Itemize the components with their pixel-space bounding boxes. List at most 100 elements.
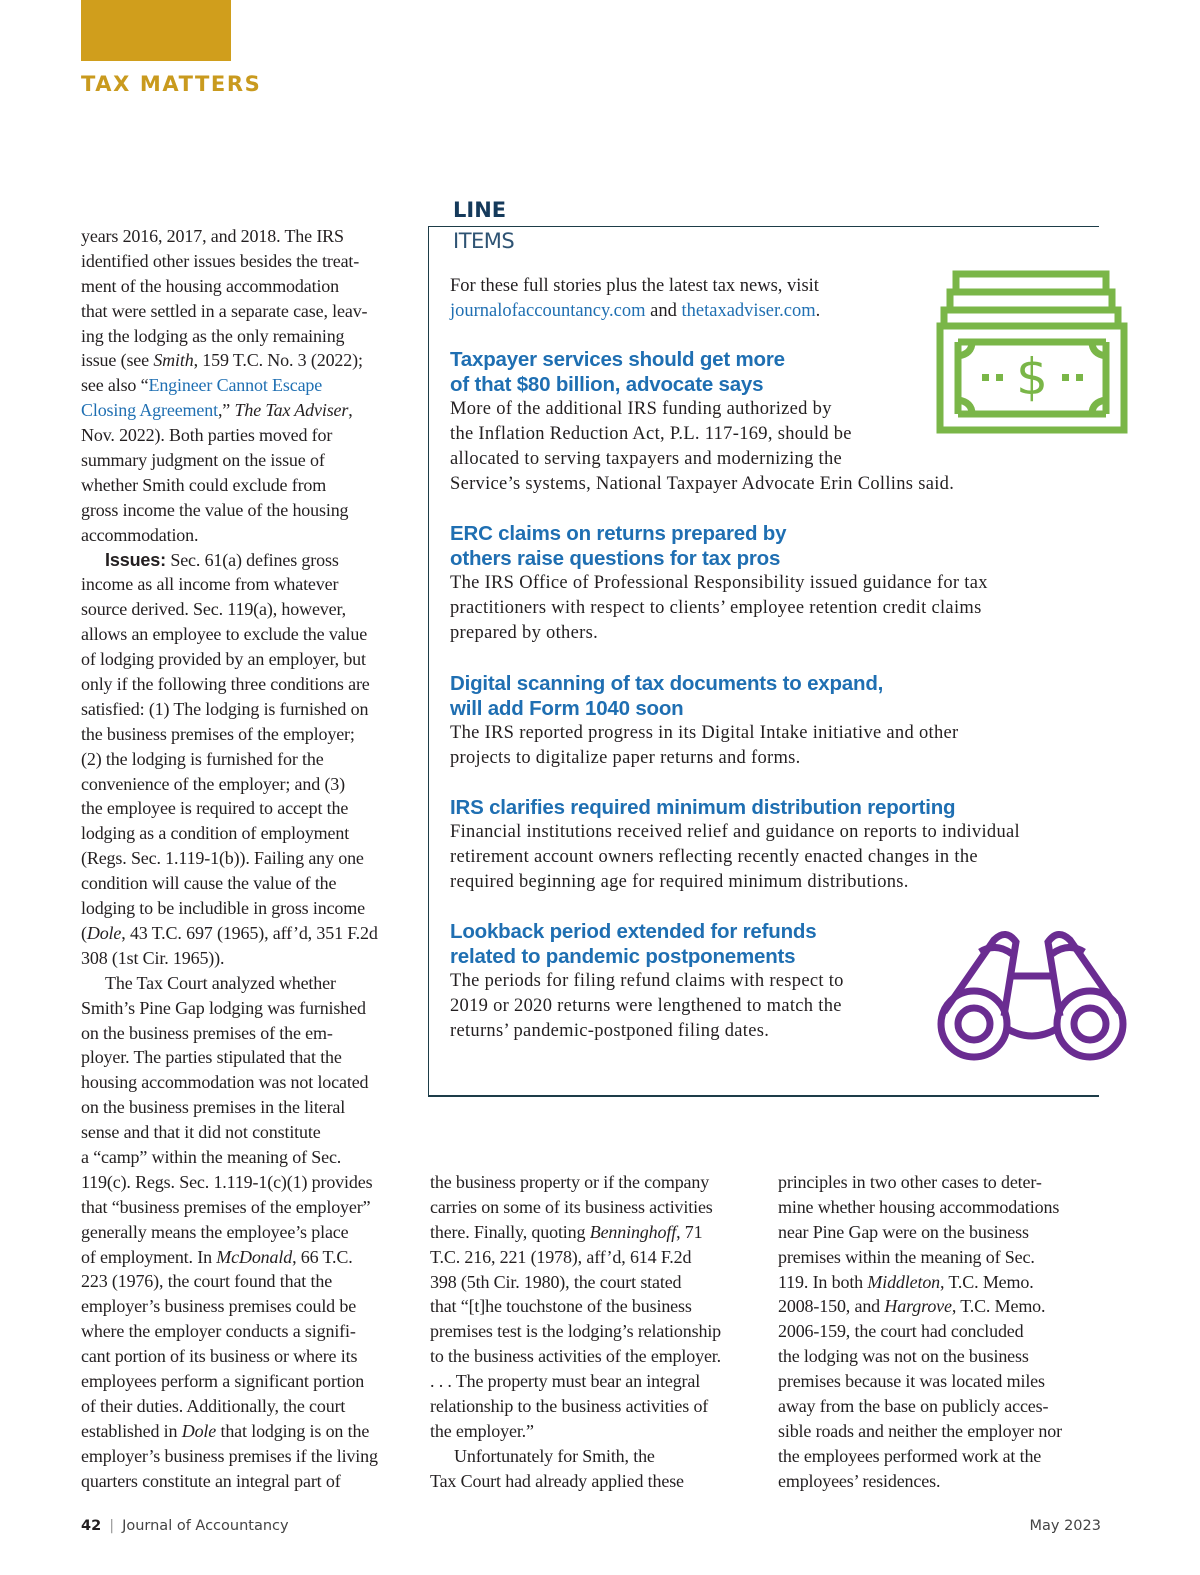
- text-line: Issues: Sec. 61(a) defines gross: [81, 548, 378, 573]
- text-line: ing the lodging as the only remaining: [81, 325, 345, 346]
- period: .: [815, 301, 821, 321]
- text-line: Closing Agreement,” The Tax Adviser,: [81, 398, 378, 423]
- publication-name: Journal of Accountancy: [122, 1518, 289, 1534]
- text-segment: , 66 T.C.: [292, 1246, 353, 1267]
- line-item-summary: the Inflation Reduction Act, P.L. 117-16…: [450, 424, 852, 444]
- line-item: Digital scanning of tax documents to exp…: [450, 671, 958, 771]
- article-link[interactable]: Closing Agreement: [81, 400, 218, 421]
- text-line: summary judgment on the issue of: [81, 450, 325, 471]
- text-line: cant portion of its business or where it…: [81, 1346, 358, 1367]
- text-segment: Sec. 61(a) defines gross: [165, 549, 339, 570]
- line-item-headline[interactable]: related to pandemic postponements: [450, 945, 796, 968]
- line-item-headline[interactable]: ERC claims on returns prepared by: [450, 522, 787, 545]
- text-line: a “camp” within the meaning of Sec.: [81, 1146, 342, 1167]
- text-segment: 119. In both: [778, 1271, 868, 1292]
- text-segment: (: [81, 922, 87, 943]
- text-line: lodging to be includible in gross income: [81, 898, 365, 919]
- text-line: mine whether housing accommodations: [778, 1196, 1060, 1217]
- text-segment: issue (see: [81, 350, 154, 371]
- line-item-headline[interactable]: Digital scanning of tax documents to exp…: [450, 672, 884, 695]
- text-line: principles in two other cases to deter-: [778, 1172, 1042, 1192]
- text-line: source derived. Sec. 119(a), however,: [81, 599, 346, 620]
- text-line: (Regs. Sec. 1.119-1(b)). Failing any one: [81, 848, 364, 869]
- line-items-intro: For these full stories plus the latest t…: [450, 274, 820, 324]
- text-segment: , 71: [676, 1221, 703, 1242]
- line-item-summary: The IRS Office of Professional Responsib…: [450, 573, 988, 593]
- text-line: T.C. 216, 221 (1978), aff’d, 614 F.2d: [430, 1246, 692, 1267]
- article-column-left: years 2016, 2017, and 2018. The IRS ident…: [81, 224, 378, 1493]
- article-column-right: principles in two other cases to deter-m…: [778, 1170, 1062, 1494]
- text-line: that were settled in a separate case, le…: [81, 300, 368, 321]
- text-line: identified other issues besides the trea…: [81, 250, 360, 271]
- text-line: near Pine Gap were on the business: [778, 1221, 1029, 1242]
- line-item-headline[interactable]: will add Form 1040 soon: [450, 697, 684, 720]
- text-line: away from the base on publicly acces-: [778, 1396, 1049, 1417]
- line-item-summary: More of the additional IRS funding autho…: [450, 399, 832, 419]
- binoculars-icon: [937, 931, 1127, 1061]
- text-line: of their duties. Additionally, the court: [81, 1395, 346, 1416]
- text-line: 2006-159, the court had concluded: [778, 1321, 1024, 1342]
- line-item-summary: practitioners with respect to clients’ e…: [450, 598, 982, 618]
- text-line: employees perform a significant portion: [81, 1370, 365, 1391]
- line-items-title: LINE: [453, 198, 507, 222]
- text-line: convenience of the employer; and (3): [81, 773, 345, 794]
- text-line: employer’s business premises if the livi…: [81, 1445, 378, 1466]
- italic-citation: The Tax Adviser: [234, 400, 349, 421]
- text-line: of lodging provided by an employer, but: [81, 649, 366, 670]
- italic-citation: Dole: [86, 922, 122, 943]
- italic-citation: Hargrove: [884, 1296, 952, 1317]
- bold-run-in-head: Issues:: [105, 549, 166, 570]
- text-line: Nov. 2022). Both parties moved for: [81, 425, 333, 446]
- text-line: that “[t]he touchstone of the business: [430, 1296, 692, 1317]
- text-line: only if the following three conditions a…: [81, 674, 370, 695]
- italic-citation: Smith: [153, 350, 194, 371]
- text-segment: , T.C. Memo.: [951, 1296, 1046, 1317]
- text-line: (2) the lodging is furnished for the: [81, 748, 324, 769]
- italic-citation: Middleton: [867, 1271, 941, 1292]
- text-line: generally means the employee’s place: [81, 1221, 349, 1242]
- text-line: premises test is the lodging’s relations…: [430, 1321, 722, 1342]
- line-items-subtitle: ITEMS: [453, 229, 515, 253]
- line-item-headline[interactable]: Taxpayer services should get more: [450, 348, 785, 371]
- text-line: Unfortunately for Smith, the: [430, 1444, 721, 1469]
- text-segment: The Tax Court analyzed whether: [105, 972, 336, 993]
- line-item-summary: Service’s systems, National Taxpayer Adv…: [450, 474, 955, 494]
- taxadviser-link[interactable]: thetaxadviser.com: [681, 301, 816, 321]
- line-item-headline[interactable]: Lookback period extended for refunds: [450, 920, 817, 943]
- text-line: see also “Engineer Cannot Escape: [81, 373, 378, 398]
- line-item-headline[interactable]: others raise questions for tax pros: [450, 547, 781, 570]
- line-item-summary: The periods for filing refund claims wit…: [450, 971, 844, 991]
- line-item: Taxpayer services should get more of that…: [450, 347, 954, 497]
- line-item-summary: retirement account owners reflecting rec…: [450, 847, 978, 867]
- text-line: premises because it was located miles: [778, 1371, 1045, 1392]
- line-item-summary: projects to digitalize paper returns and…: [450, 748, 801, 768]
- text-segment: there. Finally, quoting: [430, 1221, 590, 1242]
- line-item-summary: 2019 or 2020 returns were lengthened to …: [450, 996, 842, 1016]
- line-item-headline[interactable]: IRS clarifies required minimum distribut…: [450, 796, 956, 819]
- article-link[interactable]: Engineer Cannot Escape: [148, 375, 323, 396]
- journal-link[interactable]: journalofaccountancy.com: [450, 301, 646, 321]
- money-stack-icon: $: [936, 270, 1128, 434]
- page-number: 42: [81, 1518, 102, 1534]
- box-bottom-rule: [428, 1095, 1099, 1097]
- text-segment: , 159 T.C. No. 3 (2022);: [193, 350, 363, 371]
- text-segment: that lodging is on the: [216, 1420, 370, 1441]
- line-item-summary: Financial institutions received relief a…: [450, 822, 1020, 842]
- text-line: employees’ residences.: [778, 1470, 941, 1491]
- text-line: 2008-150, and Hargrove, T.C. Memo.: [778, 1294, 1062, 1319]
- text-line: satisfied: (1) The lodging is furnished …: [81, 698, 369, 719]
- text-line: 119. In both Middleton, T.C. Memo.: [778, 1270, 1062, 1295]
- text-line: (Dole, 43 T.C. 697 (1965), aff’d, 351 F.…: [81, 921, 378, 946]
- line-item-headline[interactable]: of that $80 billion, advocate says: [450, 373, 764, 396]
- text-line: sense and that it did not constitute: [81, 1122, 321, 1143]
- footer-left: 42 | Journal of Accountancy: [81, 1518, 289, 1534]
- line-item-summary: returns’ pandemic-postponed filing dates…: [450, 1021, 770, 1041]
- text-line: Smith’s Pine Gap lodging was furnished: [81, 997, 366, 1018]
- text-segment: see also “: [81, 375, 149, 396]
- text-segment: of employment. In: [81, 1246, 217, 1267]
- text-line: established in Dole that lodging is on t…: [81, 1419, 378, 1444]
- text-line: years 2016, 2017, and 2018. The IRS: [81, 226, 344, 246]
- italic-citation: Dole: [181, 1420, 217, 1441]
- text-segment: Unfortunately for Smith, the: [454, 1445, 655, 1466]
- text-line: employer’s business premises could be: [81, 1296, 357, 1317]
